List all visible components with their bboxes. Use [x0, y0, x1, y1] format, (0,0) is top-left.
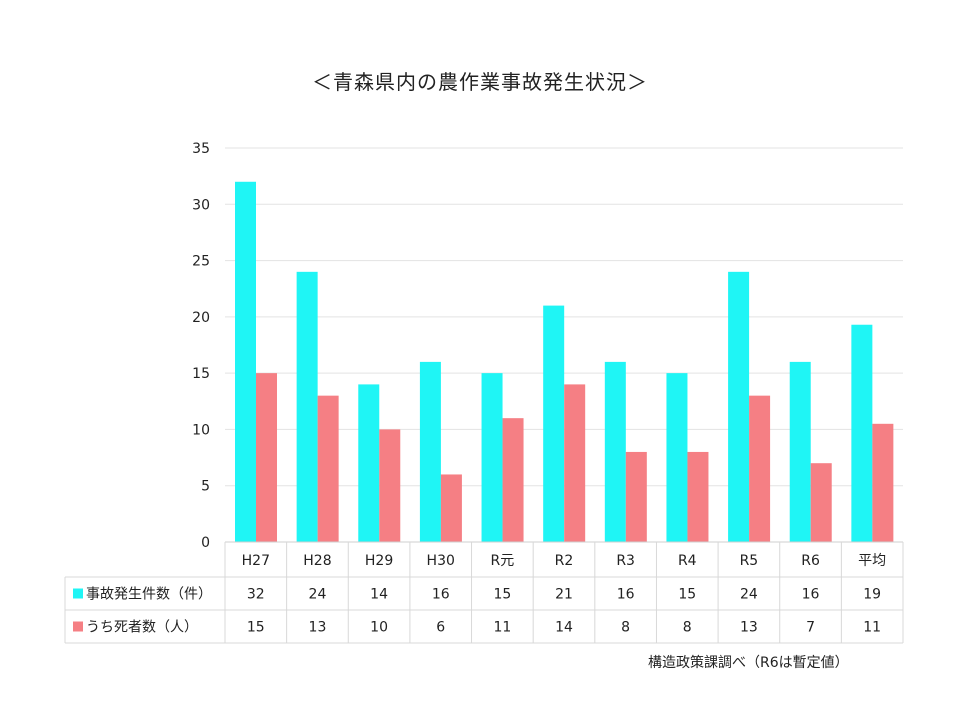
bar-accidents — [789, 361, 811, 542]
bar-accidents — [358, 384, 380, 542]
bar-deaths — [256, 373, 277, 542]
bar-accidents — [419, 361, 441, 542]
table-cell-value: 32 — [247, 587, 265, 603]
table-cell-value: 24 — [740, 587, 758, 603]
table-cell-value: 19 — [863, 587, 881, 603]
y-tick-label: 15 — [192, 366, 210, 382]
table-cell-value: 15 — [493, 587, 511, 603]
bar-deaths — [379, 429, 401, 542]
bar-accidents — [666, 373, 688, 542]
table-cell-value: 21 — [555, 587, 573, 603]
bar-deaths — [317, 395, 339, 542]
table-cell-value: 13 — [309, 620, 327, 636]
source-note: 構造政策課調べ（R6は暫定値） — [648, 655, 849, 671]
bar-deaths — [564, 384, 586, 542]
bar-deaths — [872, 423, 894, 542]
x-tick-label: R元 — [490, 553, 514, 569]
table-cell-value: 6 — [436, 620, 445, 636]
x-tick-label: H27 — [242, 553, 270, 569]
bar-accidents — [235, 181, 256, 542]
y-tick-label: 25 — [192, 254, 210, 270]
table-cell-value: 11 — [863, 620, 881, 636]
table-cell-value: 14 — [555, 620, 573, 636]
table-cell-value: 10 — [370, 620, 388, 636]
bar-deaths — [625, 451, 647, 542]
bar-deaths — [749, 395, 771, 542]
legend-label: 事故発生件数（件） — [86, 587, 212, 603]
x-tick-label: H28 — [303, 553, 331, 569]
bar-deaths — [440, 474, 462, 542]
table-cell-value: 15 — [247, 620, 265, 636]
bar-deaths — [502, 418, 524, 542]
table-cell-value: 16 — [432, 587, 450, 603]
y-tick-label: 20 — [192, 310, 210, 326]
y-tick-label: 35 — [192, 141, 210, 157]
x-tick-label: R4 — [678, 553, 697, 569]
x-tick-label: H29 — [365, 553, 393, 569]
table-cell-value: 24 — [309, 587, 327, 603]
table-cell-value: 8 — [621, 620, 630, 636]
x-tick-label: R5 — [740, 553, 759, 569]
bar-accidents — [481, 373, 503, 542]
legend-swatch — [73, 621, 83, 632]
y-axis-ticks: 0 5 10 15 20 25 30 35 — [192, 141, 210, 551]
table-cell-value: 16 — [802, 587, 820, 603]
x-tick-label: R6 — [801, 553, 820, 569]
bar-deaths — [687, 451, 709, 542]
bar-accidents — [604, 361, 626, 542]
bar-deaths — [810, 463, 832, 542]
y-tick-label: 30 — [192, 197, 210, 213]
chart-title: ＜青森県内の農作業事故発生状況＞ — [312, 70, 648, 94]
bar-accidents — [296, 271, 318, 542]
table-cell-value: 13 — [740, 620, 758, 636]
x-tick-label: R2 — [555, 553, 574, 569]
bar-accidents — [728, 271, 750, 542]
x-tick-label: R3 — [616, 553, 635, 569]
legend-label: うち死者数（人） — [86, 620, 198, 636]
table-cell-value: 16 — [617, 587, 635, 603]
x-tick-label: 平均 — [858, 553, 886, 569]
y-tick-label: 10 — [192, 422, 210, 438]
bar-accidents — [543, 305, 565, 542]
bar-accidents — [851, 324, 873, 542]
table-cell-value: 7 — [806, 620, 815, 636]
y-tick-label: 0 — [201, 535, 210, 551]
table-cell-value: 15 — [678, 587, 696, 603]
bars — [235, 181, 894, 542]
table-cell-value: 11 — [493, 620, 511, 636]
table-cell-value: 14 — [370, 587, 388, 603]
table-cell-value: 8 — [683, 620, 692, 636]
legend-swatch — [73, 588, 83, 599]
y-tick-label: 5 — [201, 479, 210, 495]
x-tick-label: H30 — [427, 553, 455, 569]
